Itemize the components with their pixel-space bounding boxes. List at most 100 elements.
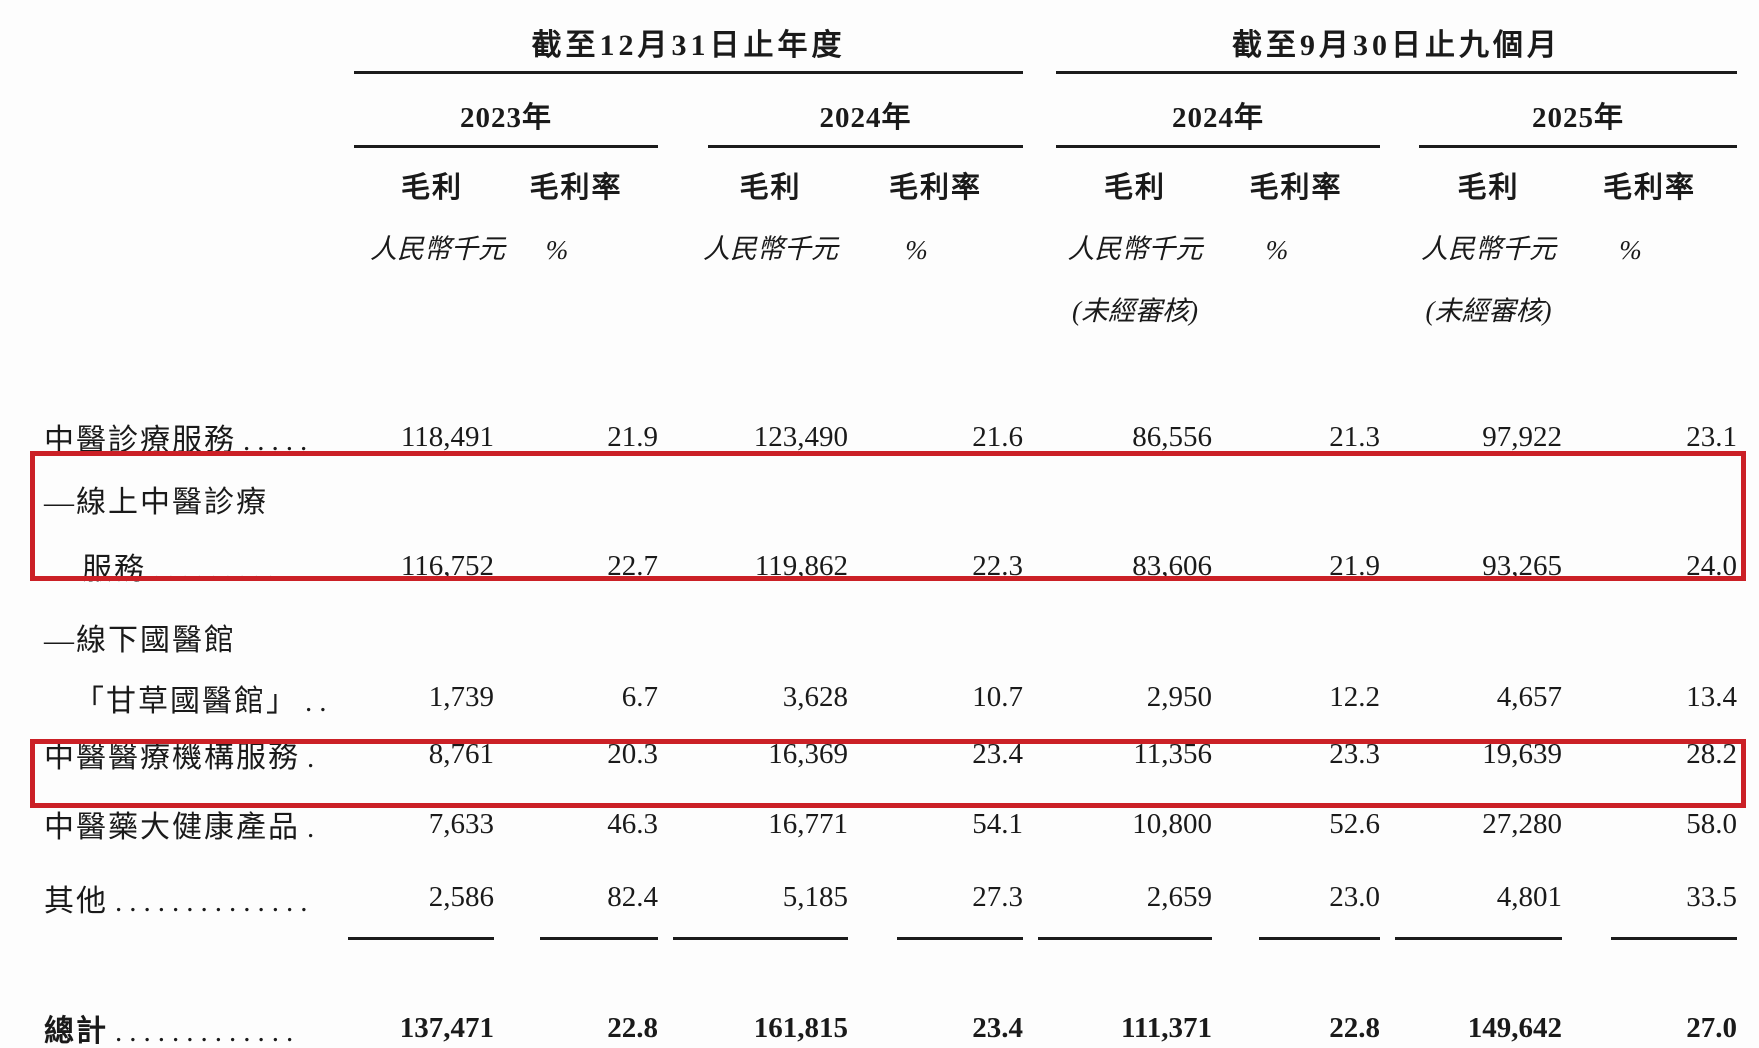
value-cell: 123,490 [753, 420, 848, 453]
table-row: —線上中醫診療 [0, 460, 1737, 527]
empty-cell [0, 74, 335, 148]
total-value-cell: 161,815 [753, 1011, 848, 1044]
value-cell: 21.9 [607, 420, 658, 453]
unit-label-percent: % [905, 235, 928, 265]
value-cell: 10,800 [1132, 807, 1212, 840]
leader-dots: .............. [115, 885, 315, 918]
empty-cell [0, 148, 335, 212]
total-value-cell: 111,371 [1120, 1011, 1212, 1044]
period-group-rule-annual: 截至12月31日止年度 [354, 20, 1023, 74]
value-cell: 27,280 [1482, 807, 1562, 840]
value-cell: 58.0 [1686, 807, 1737, 840]
empty-cell [658, 272, 848, 336]
empty-cell [1212, 272, 1380, 336]
gross-profit-header: 毛利 [400, 172, 463, 204]
column-underline [335, 929, 494, 945]
column-underline [1023, 929, 1212, 945]
value-cell: 21.6 [972, 420, 1023, 453]
empty-corner-cell [0, 20, 335, 74]
column-underline [658, 929, 848, 945]
value-cell: 54.1 [972, 807, 1023, 840]
table-row: 中醫藥大健康產品. 7,633 46.3 16,771 54.1 10,800 … [0, 780, 1737, 856]
metric-header-row: 毛利 毛利率 毛利 毛利率 毛利 毛利率 毛利 毛利率 [0, 148, 1737, 212]
value-cell: 2,950 [1146, 681, 1212, 713]
row-label: —線上中醫診療 [44, 486, 268, 519]
leader-dots: ............. [115, 1016, 301, 1048]
empty-cell [335, 595, 1737, 665]
value-cell: 4,801 [1496, 881, 1562, 913]
empty-cell [0, 272, 335, 336]
row-label: 中醫藥大健康產品. [44, 811, 322, 844]
empty-cell [848, 272, 1023, 336]
value-cell: 97,922 [1482, 420, 1562, 453]
value-cell: 46.3 [607, 807, 658, 840]
unit-label-rmb: 人民幣千元 [370, 234, 505, 264]
unit-label-rmb: 人民幣千元 [703, 234, 838, 264]
total-row-label: 總計............. [44, 1015, 301, 1048]
gross-margin-header: 毛利率 [529, 172, 623, 204]
value-cell: 10.7 [972, 681, 1023, 713]
unit-label-percent: % [545, 235, 569, 265]
period-header-nine-months: 截至9月30日止九個月 [1232, 29, 1561, 62]
value-cell: 7,633 [428, 807, 494, 840]
unit-label-percent: % [1265, 235, 1289, 265]
table-row: 其他.............. 2,586 82.4 5,185 27.3 2… [0, 856, 1737, 929]
table-row: —線下國醫館 [0, 595, 1737, 665]
table-row: 「甘草國醫館」.. 1,739 6.7 3,628 10.7 2,950 12.… [0, 665, 1737, 724]
year-cell-2024: 2024年 [658, 74, 1023, 148]
gross-margin-header: 毛利率 [888, 172, 982, 204]
year-rule-2025-9m: 2025年 [1419, 94, 1737, 148]
total-value-cell: 23.4 [972, 1011, 1023, 1044]
year-header-2024-9m: 2024年 [1171, 102, 1264, 134]
empty-cell [335, 272, 494, 336]
value-cell: 52.6 [1329, 807, 1380, 840]
column-underline [848, 929, 1023, 945]
spacer [0, 945, 1737, 1005]
unit-label-rmb: 人民幣千元 [1067, 234, 1203, 264]
value-cell: 86,556 [1132, 420, 1212, 453]
column-underline [1562, 929, 1737, 945]
value-cell: 12.2 [1329, 681, 1380, 713]
column-underline [494, 929, 658, 945]
empty-cell [0, 929, 335, 945]
period-group-cell-nine-months: 截至9月30日止九個月 [1023, 20, 1737, 74]
total-value-cell: 22.8 [607, 1011, 658, 1044]
period-group-header-row: 截至12月31日止年度 截至9月30日止九個月 [0, 20, 1737, 74]
value-cell: 82.4 [607, 881, 658, 913]
year-rule-2024: 2024年 [708, 94, 1023, 148]
leader-dots: .. [305, 685, 334, 718]
row-label: 「甘草國醫館」.. [74, 684, 334, 718]
empty-cell [494, 272, 658, 336]
value-cell: 2,586 [428, 881, 494, 913]
year-rule-2023: 2023年 [354, 94, 658, 148]
unaudited-note-row: (未經審核) (未經審核) [0, 272, 1737, 336]
value-cell: 21.3 [1329, 420, 1380, 453]
unit-label-rmb: 人民幣千元 [1421, 234, 1556, 264]
value-cell: 3,628 [782, 681, 848, 713]
subtotal-rule-row [0, 929, 1737, 945]
value-cell: 23.0 [1329, 881, 1380, 913]
row-label: 其他.............. [44, 884, 315, 918]
column-underline [1380, 929, 1562, 945]
unit-label-percent: % [1619, 235, 1642, 265]
year-cell-2023: 2023年 [335, 74, 658, 148]
spacer-row [0, 336, 1737, 414]
gross-profit-header: 毛利 [739, 172, 802, 204]
unaudited-note: (未經審核) [1425, 296, 1552, 326]
value-cell: 5,185 [782, 881, 848, 913]
row-label: 中醫醫療機構服務. [44, 741, 322, 774]
period-group-rule-nine-months: 截至9月30日止九個月 [1056, 20, 1737, 74]
year-cell-2025-9m: 2025年 [1380, 74, 1737, 148]
value-cell: 1,739 [428, 681, 494, 713]
value-cell: 118,491 [400, 420, 494, 453]
period-group-cell-annual: 截至12月31日止年度 [335, 20, 1023, 74]
total-value-cell: 149,642 [1467, 1011, 1562, 1044]
value-cell: 16,771 [768, 807, 848, 840]
gross-margin-header: 毛利率 [1249, 172, 1343, 204]
empty-cell [1562, 272, 1737, 336]
total-value-cell: 27.0 [1686, 1011, 1737, 1044]
value-cell: 33.5 [1686, 881, 1737, 913]
total-value-cell: 22.8 [1329, 1011, 1380, 1044]
year-header-2023: 2023年 [459, 102, 552, 134]
